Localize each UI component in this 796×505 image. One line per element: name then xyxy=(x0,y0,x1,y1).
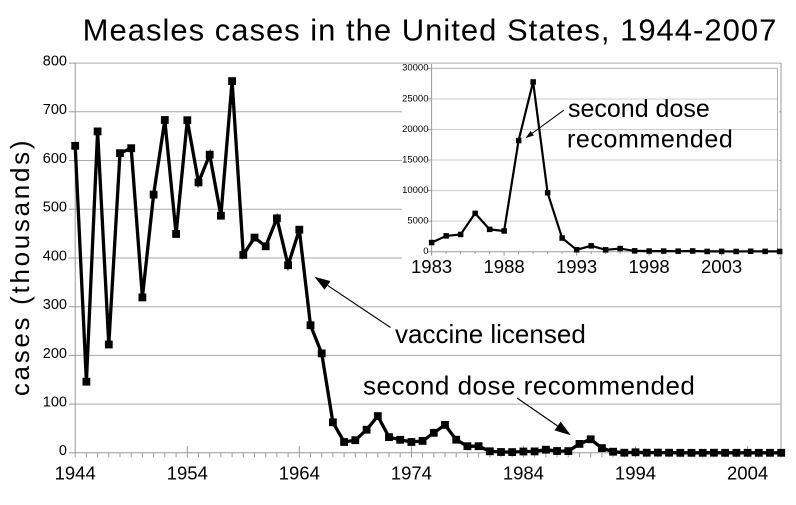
svg-text:600: 600 xyxy=(43,151,67,167)
svg-text:1944: 1944 xyxy=(55,463,96,484)
svg-text:500: 500 xyxy=(43,200,67,216)
svg-text:1988: 1988 xyxy=(484,256,525,277)
svg-text:20000: 20000 xyxy=(402,124,428,135)
svg-text:5000: 5000 xyxy=(407,215,428,226)
svg-text:30000: 30000 xyxy=(402,63,428,74)
svg-text:second dose: second dose xyxy=(568,95,710,123)
svg-text:1998: 1998 xyxy=(629,256,670,277)
svg-text:200: 200 xyxy=(43,346,67,362)
svg-text:800: 800 xyxy=(43,54,67,70)
svg-text:1964: 1964 xyxy=(279,463,320,484)
svg-text:400: 400 xyxy=(43,248,67,264)
svg-text:25000: 25000 xyxy=(402,93,428,104)
svg-text:1983: 1983 xyxy=(411,256,452,277)
svg-text:1993: 1993 xyxy=(556,256,597,277)
svg-text:300: 300 xyxy=(43,297,67,313)
svg-text:recommended: recommended xyxy=(567,126,733,154)
svg-text:vaccine licensed: vaccine licensed xyxy=(395,319,586,349)
svg-text:15000: 15000 xyxy=(402,154,428,165)
svg-text:second dose recommended: second dose recommended xyxy=(363,371,695,401)
svg-text:0: 0 xyxy=(423,246,428,257)
svg-text:Measles cases in the United St: Measles cases in the United States, 1944… xyxy=(83,13,778,48)
svg-text:1974: 1974 xyxy=(391,463,432,484)
svg-text:10000: 10000 xyxy=(402,185,428,196)
svg-text:1984: 1984 xyxy=(503,463,544,484)
svg-text:1994: 1994 xyxy=(615,463,656,484)
svg-text:cases (thousands): cases (thousands) xyxy=(5,138,35,396)
svg-text:2004: 2004 xyxy=(727,463,768,484)
svg-text:1954: 1954 xyxy=(167,463,208,484)
svg-text:100: 100 xyxy=(43,395,67,411)
svg-text:700: 700 xyxy=(43,102,67,118)
svg-text:0: 0 xyxy=(59,443,67,459)
svg-text:2003: 2003 xyxy=(701,256,742,277)
